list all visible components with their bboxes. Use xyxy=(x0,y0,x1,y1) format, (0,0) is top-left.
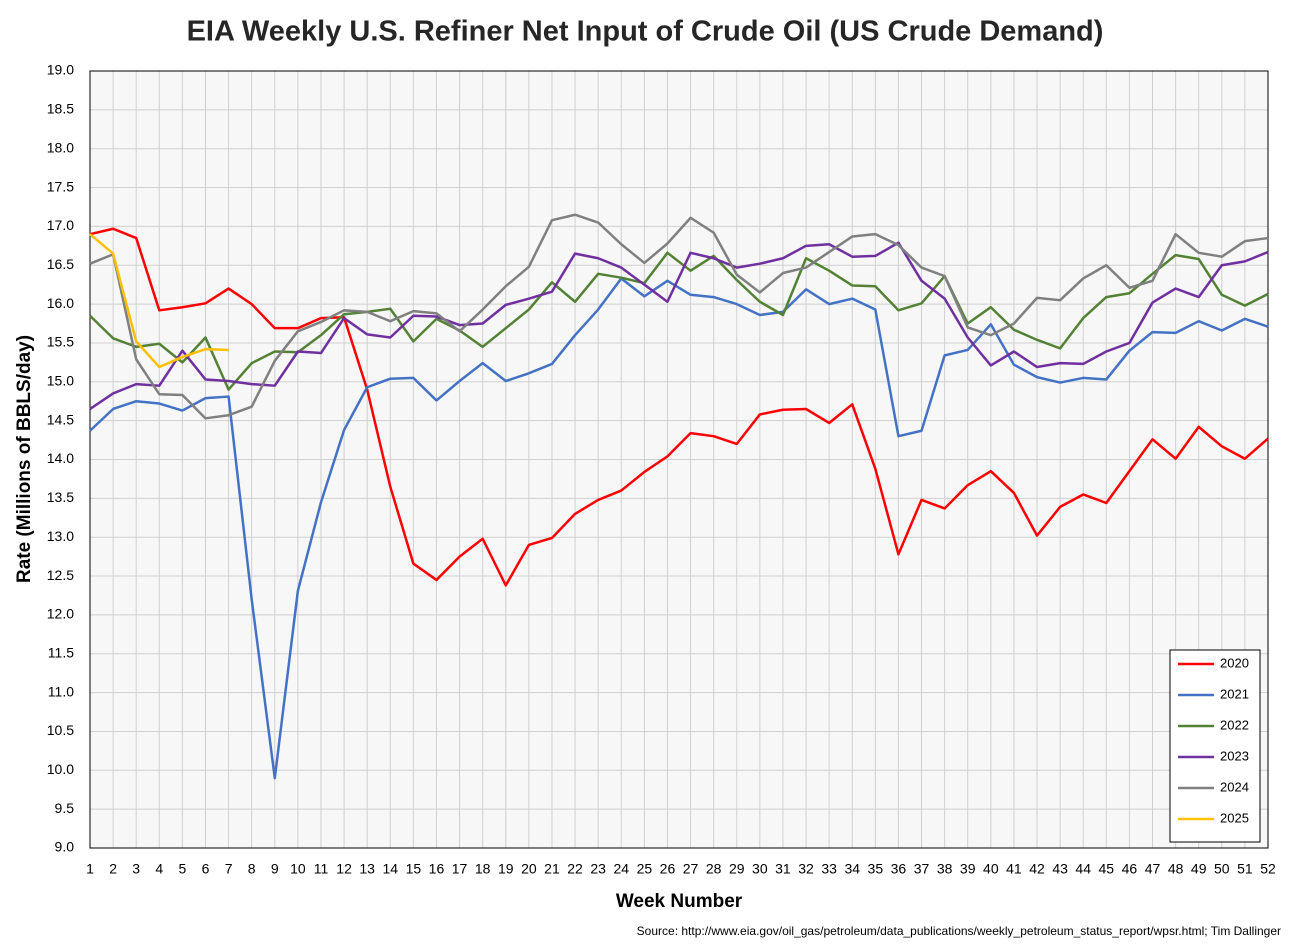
chart-title: EIA Weekly U.S. Refiner Net Input of Cru… xyxy=(187,16,1104,48)
x-tick-label: 30 xyxy=(752,861,768,877)
y-axis-label: Rate (Millions of BBLS/day) xyxy=(14,335,35,583)
legend-label: 2024 xyxy=(1220,779,1249,794)
x-tick-label: 47 xyxy=(1145,861,1161,877)
x-tick-label: 24 xyxy=(613,861,629,877)
x-tick-label: 42 xyxy=(1029,861,1045,877)
y-tick-label: 9.5 xyxy=(55,800,75,816)
x-tick-label: 36 xyxy=(891,861,907,877)
series-line xyxy=(89,241,1269,411)
x-tick-label: 29 xyxy=(729,861,745,877)
y-tick-label: 14.0 xyxy=(47,450,74,466)
x-tick-label: 16 xyxy=(429,861,445,877)
y-tick-label: 17.0 xyxy=(47,217,74,233)
x-tick-label: 8 xyxy=(248,861,256,877)
x-tick-label: 49 xyxy=(1191,861,1207,877)
x-tick-label: 11 xyxy=(314,861,329,877)
legend-label: 2021 xyxy=(1220,686,1249,701)
legend-label: 2022 xyxy=(1220,717,1249,732)
x-tick-label: 4 xyxy=(155,861,163,877)
x-tick-label: 35 xyxy=(868,861,884,877)
x-tick-label: 40 xyxy=(983,861,999,877)
legend-label: 2025 xyxy=(1220,810,1249,825)
x-axis-label: Week Number xyxy=(616,891,743,912)
x-tick-label: 23 xyxy=(590,861,606,877)
y-tick-label: 11.0 xyxy=(48,683,74,699)
y-tick-label: 13.0 xyxy=(47,528,74,544)
x-tick-label: 9 xyxy=(271,861,279,877)
x-tick-label: 25 xyxy=(637,861,653,877)
x-tick-label: 26 xyxy=(660,861,676,877)
x-tick-label: 46 xyxy=(1122,861,1138,877)
x-tick-label: 7 xyxy=(225,861,233,877)
y-tick-label: 11.5 xyxy=(48,644,74,660)
x-tick-label: 13 xyxy=(359,861,375,877)
x-tick-label: 18 xyxy=(475,861,491,877)
x-tick-label: 33 xyxy=(821,861,837,877)
x-tick-label: 12 xyxy=(336,861,352,877)
x-tick-label: 15 xyxy=(406,861,422,877)
x-tick-label: 37 xyxy=(914,861,930,877)
y-tick-label: 16.5 xyxy=(47,256,74,272)
x-tick-label: 6 xyxy=(202,861,210,877)
x-tick-label: 41 xyxy=(1006,861,1022,877)
y-tick-label: 13.5 xyxy=(47,489,74,505)
y-tick-label: 17.5 xyxy=(47,178,74,194)
x-tick-label: 28 xyxy=(706,861,722,877)
x-tick-label: 3 xyxy=(132,861,140,877)
x-tick-label: 17 xyxy=(452,861,468,877)
series-line xyxy=(89,227,1269,587)
y-tick-label: 18.5 xyxy=(47,101,74,117)
x-tick-label: 22 xyxy=(567,861,583,877)
x-tick-label: 19 xyxy=(498,861,514,877)
x-tick-label: 39 xyxy=(960,861,976,877)
x-tick-label: 14 xyxy=(382,861,398,877)
y-tick-label: 19.0 xyxy=(47,62,74,78)
x-tick-label: 52 xyxy=(1260,861,1276,877)
x-tick-label: 38 xyxy=(937,861,953,877)
source-note: Source: http://www.eia.gov/oil_gas/petro… xyxy=(637,924,1281,938)
x-tick-label: 1 xyxy=(86,861,94,877)
x-tick-label: 34 xyxy=(844,861,860,877)
y-tick-label: 15.5 xyxy=(47,334,74,350)
plot-border xyxy=(89,70,1269,849)
legend-label: 2020 xyxy=(1220,655,1249,670)
x-tick-label: 31 xyxy=(775,861,791,877)
series-line xyxy=(89,251,1269,391)
y-tick-label: 14.5 xyxy=(47,411,74,427)
x-tick-label: 2 xyxy=(109,861,117,877)
y-tick-label: 9.0 xyxy=(55,839,75,855)
x-tick-label: 44 xyxy=(1075,861,1091,877)
series-line xyxy=(89,277,1269,780)
x-tick-label: 27 xyxy=(683,861,699,877)
x-tick-label: 10 xyxy=(290,861,306,877)
y-tick-label: 10.5 xyxy=(47,722,74,738)
x-tick-label: 50 xyxy=(1214,861,1230,877)
y-tick-label: 12.5 xyxy=(47,567,74,583)
series-line xyxy=(89,213,1269,420)
y-tick-label: 10.0 xyxy=(47,761,74,777)
y-tick-label: 16.0 xyxy=(47,295,74,311)
x-tick-label: 21 xyxy=(544,861,560,877)
x-tick-label: 20 xyxy=(521,861,537,877)
x-tick-label: 43 xyxy=(1052,861,1068,877)
legend-label: 2023 xyxy=(1220,748,1249,763)
x-tick-label: 48 xyxy=(1168,861,1184,877)
y-tick-label: 18.0 xyxy=(47,139,74,155)
x-tick-label: 5 xyxy=(178,861,186,877)
y-tick-label: 12.0 xyxy=(47,606,74,622)
y-tick-label: 15.0 xyxy=(47,373,74,389)
legend-box xyxy=(1169,649,1261,843)
series-line xyxy=(89,233,229,369)
x-tick-label: 51 xyxy=(1237,861,1253,877)
x-tick-label: 32 xyxy=(798,861,814,877)
x-tick-label: 45 xyxy=(1099,861,1115,877)
